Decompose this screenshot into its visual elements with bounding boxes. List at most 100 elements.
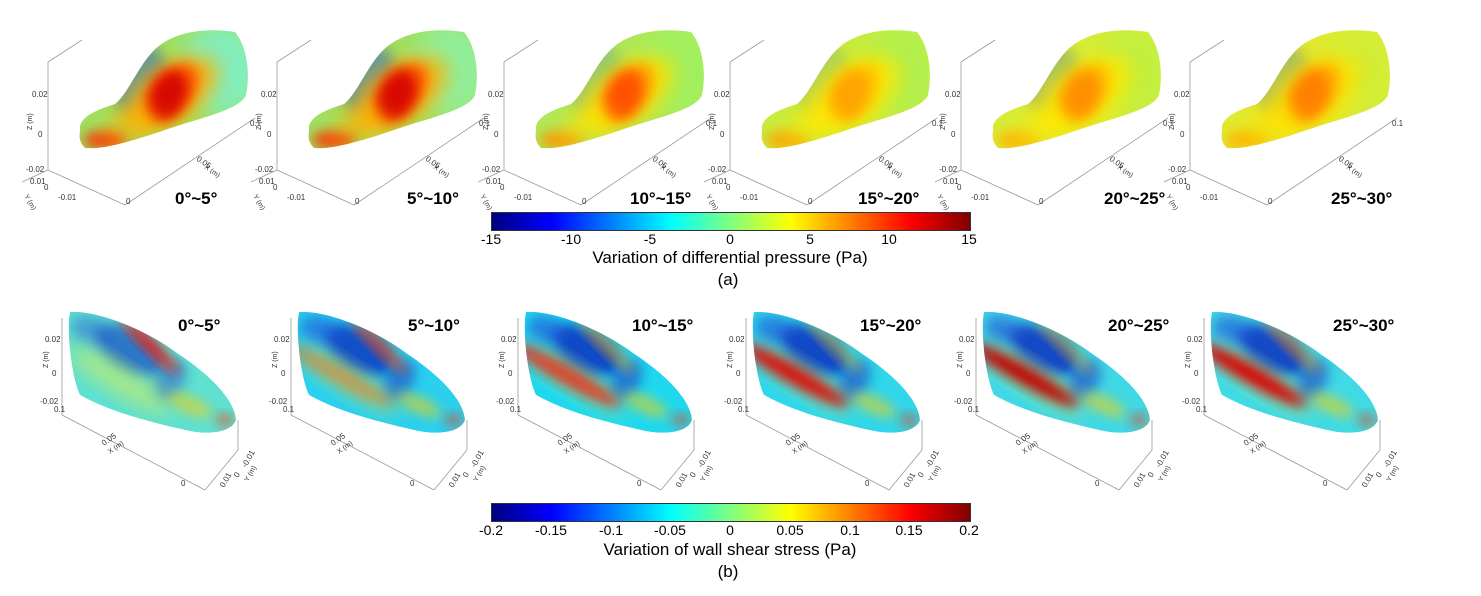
- row-b-z-label: Z (m): [43, 351, 50, 368]
- row-a-z-tick-neg: -0.02: [939, 165, 958, 174]
- row-b-surface-1: [68, 311, 236, 433]
- row-a-z-tick-0: 0: [267, 130, 272, 139]
- row-a-x-label: X (m): [1116, 164, 1134, 180]
- row-b-x-tick-0: 0: [1095, 479, 1100, 488]
- row-b-y-tick-neg: -0.01: [1154, 448, 1171, 469]
- row-a-y-label: Y (m): [478, 194, 493, 212]
- colorbar-a-tick-4: 0: [726, 231, 734, 247]
- row-b-z-label: Z (m): [1185, 351, 1192, 368]
- caption-a: (a): [717, 270, 739, 289]
- row-a-z-label: Z (m): [256, 113, 263, 130]
- row-a-y-tick-0: 0: [957, 183, 962, 192]
- row-a-y-label: Y (m): [22, 194, 37, 212]
- row-a-z-tick-neg: -0.02: [26, 165, 45, 174]
- row-b-z-label: Z (m): [957, 351, 964, 368]
- colorbar-b-tick-5: 0: [726, 522, 734, 538]
- row-a-y-tick-0.01: 0.01: [486, 177, 502, 186]
- row-a-x-tick-0: 0: [1268, 197, 1273, 206]
- colorbar-a-title: Variation of differential pressure (Pa): [592, 248, 868, 267]
- row-b-y-tick-0.01: 0.01: [674, 471, 690, 489]
- row-a-panel-label-4: 15°~20°: [858, 189, 920, 208]
- row-b-z-tick-neg: -0.02: [954, 397, 973, 406]
- row-a-z-tick-0: 0: [1180, 130, 1185, 139]
- row-a-y-tick-0.01: 0.01: [943, 177, 959, 186]
- row-a-x-label: X (m): [885, 164, 903, 180]
- row-b-y-tick-0: 0: [916, 470, 926, 479]
- row-a-x-label: X (m): [659, 164, 677, 180]
- row-b-panel-label-3: 10°~15°: [632, 316, 694, 335]
- row-a-z-tick-neg: -0.02: [255, 165, 274, 174]
- row-b-z-tick-0: 0: [281, 369, 286, 378]
- row-a-y-tick-neg: -0.01: [514, 193, 533, 202]
- row-a-x-tick-0: 0: [355, 197, 360, 206]
- colorbar-b-tick-2: -0.15: [535, 522, 567, 538]
- row-b-z-tick-0.02: 0.02: [959, 335, 975, 344]
- row-b-x-tick-0.1: 0.1: [1196, 405, 1208, 414]
- row-a-x-tick-0: 0: [808, 197, 813, 206]
- row-b-y-tick-neg: -0.01: [696, 448, 713, 469]
- row-a-surface-1: [79, 30, 248, 149]
- colorbar-b-tick-3: -0.1: [598, 522, 624, 538]
- colorbar-b-tick-7: 0.1: [840, 522, 860, 538]
- row-a-axes-4: [703, 39, 938, 206]
- row-a-y-tick-0.01: 0.01: [712, 177, 728, 186]
- row-a-y-label: Y (m): [251, 194, 266, 212]
- row-a-axes-5: [934, 39, 1169, 206]
- row-b-x-tick-0.1: 0.1: [510, 405, 522, 414]
- row-a-z-tick-neg: -0.02: [708, 165, 727, 174]
- row-b-z-tick-0: 0: [736, 369, 741, 378]
- row-b-surface-3: [524, 311, 692, 433]
- colorbar-a-tick-6: 10: [881, 231, 897, 247]
- row-b-z-label: Z (m): [727, 351, 734, 368]
- row-b-y-tick-neg: -0.01: [924, 448, 941, 469]
- row-a-z-tick-0.02: 0.02: [488, 90, 504, 99]
- row-b-axes-3: [517, 318, 695, 491]
- row-b-panel-label-6: 25°~30°: [1333, 316, 1395, 335]
- row-a-panel-label-6: 25°~30°: [1331, 189, 1393, 208]
- row-b-z-tick-0: 0: [508, 369, 513, 378]
- row-a-z-tick-0.02: 0.02: [1174, 90, 1190, 99]
- row-a-panel-label-3: 10°~15°: [630, 189, 692, 208]
- colorbar-a-gradient: [491, 212, 971, 231]
- row-b-y-tick-0.01: 0.01: [1132, 471, 1148, 489]
- row-b-z-tick-0.02: 0.02: [501, 335, 517, 344]
- row-a-z-tick-0: 0: [720, 130, 725, 139]
- row-a-z-tick-0.02: 0.02: [945, 90, 961, 99]
- row-b-x-tick-0: 0: [637, 479, 642, 488]
- row-a-x-tick-0.1: 0.1: [479, 119, 491, 128]
- row-b-z-tick-neg: -0.02: [496, 397, 515, 406]
- row-a-surface-3: [535, 30, 704, 149]
- row-a-surface-2: [308, 30, 477, 149]
- row-b-x-tick-0.1: 0.1: [738, 405, 750, 414]
- caption-b: (b): [717, 562, 739, 581]
- colorbar-b-tick-4: -0.05: [654, 522, 686, 538]
- row-b-y-tick-0.01: 0.01: [1360, 471, 1376, 489]
- row-a-x-tick-0: 0: [582, 197, 587, 206]
- row-a-z-tick-neg: -0.02: [1168, 165, 1187, 174]
- row-b-y-tick-0: 0: [1146, 470, 1156, 479]
- row-a-axes-3: [477, 39, 712, 206]
- colorbar-b-tick-9: 0.2: [959, 522, 979, 538]
- row-a-x-tick-0.1: 0.1: [706, 119, 718, 128]
- row-a-x-tick-0.1: 0.1: [250, 119, 262, 128]
- row-b-y-tick-0: 0: [232, 470, 242, 479]
- row-b-panel-label-2: 5°~10°: [408, 316, 460, 335]
- row-b-z-tick-neg: -0.02: [40, 397, 59, 406]
- row-b-x-tick-0.1: 0.1: [283, 405, 295, 414]
- row-a-panel-label-2: 5°~10°: [407, 189, 459, 208]
- row-b-axes-4: [745, 318, 923, 491]
- row-b-axes-6: [1203, 318, 1381, 491]
- row-a-x-label: X (m): [1345, 164, 1363, 180]
- row-b-z-tick-neg: -0.02: [269, 397, 288, 406]
- row-b-x-tick-0: 0: [410, 479, 415, 488]
- row-a-z-label: Z (m): [27, 113, 34, 130]
- row-a-y-tick-0.01: 0.01: [259, 177, 275, 186]
- row-b-z-tick-0: 0: [1194, 369, 1199, 378]
